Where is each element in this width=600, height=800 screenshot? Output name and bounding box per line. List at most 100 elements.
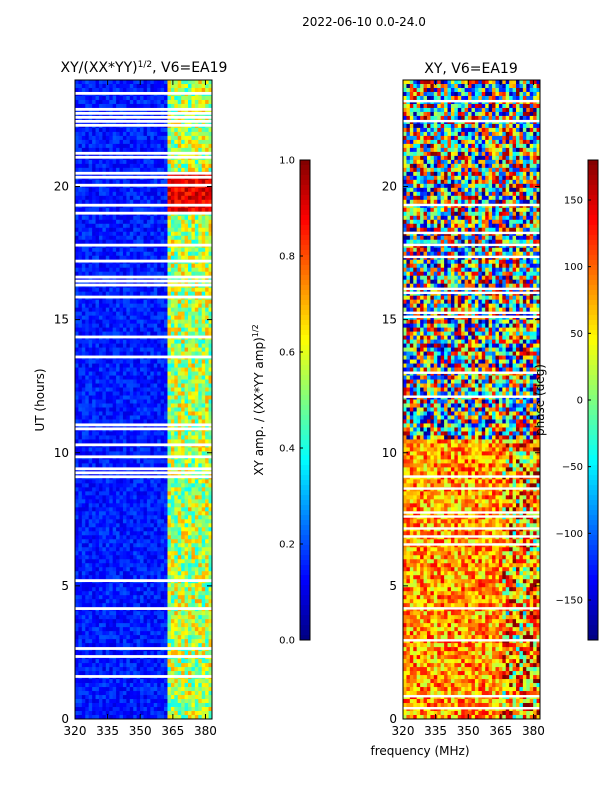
left-heat-cell (153, 163, 158, 169)
left-heat-cell (112, 167, 117, 173)
left-heat-cell (112, 451, 117, 456)
left-heat-cell (157, 371, 162, 376)
left-heat-cell (136, 411, 141, 416)
left-heat-cell (95, 563, 100, 568)
left-heat-cell (92, 487, 96, 492)
left-heat-cell (167, 199, 172, 205)
left-heat-cell (150, 375, 155, 380)
left-heat-cell (160, 327, 165, 332)
left-heat-cell (88, 207, 93, 213)
left-heat-cell (194, 551, 199, 556)
left-heat-cell (174, 263, 179, 269)
left-heat-cell (167, 463, 172, 468)
left-heat-cell (81, 435, 86, 440)
left-heat-cell (194, 319, 199, 325)
left-heat-cell (205, 563, 209, 568)
left-heat-cell (95, 331, 100, 336)
left-heat-cell (102, 135, 107, 141)
left-heat-cell (81, 499, 86, 504)
left-heat-cell (126, 483, 131, 488)
left-heat-cell (102, 159, 107, 165)
left-heat-cell (133, 487, 138, 492)
left-heat-cell (201, 271, 206, 277)
left-heat-cell (133, 563, 138, 568)
left-heat-cell (188, 499, 192, 504)
left-heat-cell (191, 447, 196, 452)
left-heat-cell (129, 347, 134, 352)
left-heat-cell (160, 371, 165, 376)
left-heat-cell (119, 231, 124, 237)
left-heat-cell (150, 311, 155, 317)
left-heat-cell (188, 147, 192, 153)
left-heat-cell (78, 127, 83, 133)
left-heat-cell (122, 491, 127, 496)
left-heat-cell (191, 235, 196, 241)
left-heat-cell (188, 399, 192, 404)
left-heat-cell (177, 375, 182, 380)
left-heat-cell (98, 395, 103, 400)
left-heat-cell (160, 207, 165, 213)
left-heat-cell (188, 379, 192, 384)
left-heat-cell (174, 535, 179, 540)
left-heat-cell (160, 247, 165, 253)
left-heat-cell (95, 135, 100, 141)
left-heat-cell (78, 143, 83, 149)
left-heat-cell (119, 479, 124, 484)
left-heat-cell (78, 463, 83, 468)
left-heat-cell (201, 143, 206, 149)
left-heat-cell (129, 99, 134, 105)
left-heat-cell (184, 439, 189, 444)
left-heat-cell (174, 563, 179, 568)
left-heat-cell (198, 163, 203, 169)
left-data-gap (75, 243, 212, 247)
left-heat-cell (109, 339, 114, 344)
left-heat-cell (126, 435, 131, 440)
left-heat-cell (75, 547, 79, 552)
left-heat-cell (153, 311, 158, 317)
left-heat-cell (136, 127, 141, 133)
left-heat-cell (112, 239, 117, 245)
left-heat-cell (146, 395, 151, 400)
left-heat-cell (153, 515, 158, 520)
left-heat-cell (174, 255, 179, 261)
left-heat-cell (188, 271, 192, 277)
left-heat-cell (201, 431, 206, 436)
left-heat-cell (153, 263, 158, 269)
left-heat-cell (160, 543, 165, 548)
left-heat-cell (208, 399, 213, 404)
left-heat-cell (177, 135, 182, 141)
left-heat-cell (102, 287, 107, 293)
left-heat-cell (208, 235, 213, 241)
left-heat-cell (164, 479, 168, 484)
left-heat-cell (140, 263, 144, 269)
left-heat-cell (208, 523, 213, 528)
left-heat-cell (143, 375, 148, 380)
left-heat-cell (109, 191, 114, 197)
left-plot: XY/(XX*YY)1/2, V6=EA19 320 335 350 365 380 0… (33, 60, 227, 738)
left-heat-cell (122, 219, 127, 225)
left-heat-cell (201, 247, 206, 253)
left-heat-cell (88, 375, 93, 380)
left-heat-cell (170, 179, 175, 185)
left-heat-cell (208, 491, 213, 496)
left-heat-cell (75, 367, 79, 372)
left-heat-cell (140, 147, 144, 153)
left-heat-cell (116, 487, 120, 492)
left-heat-cell (109, 347, 114, 352)
left-heat-cell (129, 571, 134, 576)
left-heat-cell (194, 487, 199, 492)
left-heat-cell (136, 223, 141, 229)
left-heat-cell (102, 331, 107, 336)
left-heat-cell (122, 543, 127, 548)
left-heat-cell (75, 479, 79, 484)
left-heat-cell (146, 435, 151, 440)
left-heat-cell (191, 511, 196, 516)
left-heat-cell (88, 363, 93, 368)
left-heat-cell (181, 367, 185, 372)
left-heat-cell (174, 531, 179, 536)
left-heat-cell (85, 263, 90, 269)
left-heat-cell (102, 363, 107, 368)
left-heat-cell (126, 167, 131, 173)
left-heat-cell (143, 339, 148, 344)
left-heat-cell (88, 231, 93, 237)
